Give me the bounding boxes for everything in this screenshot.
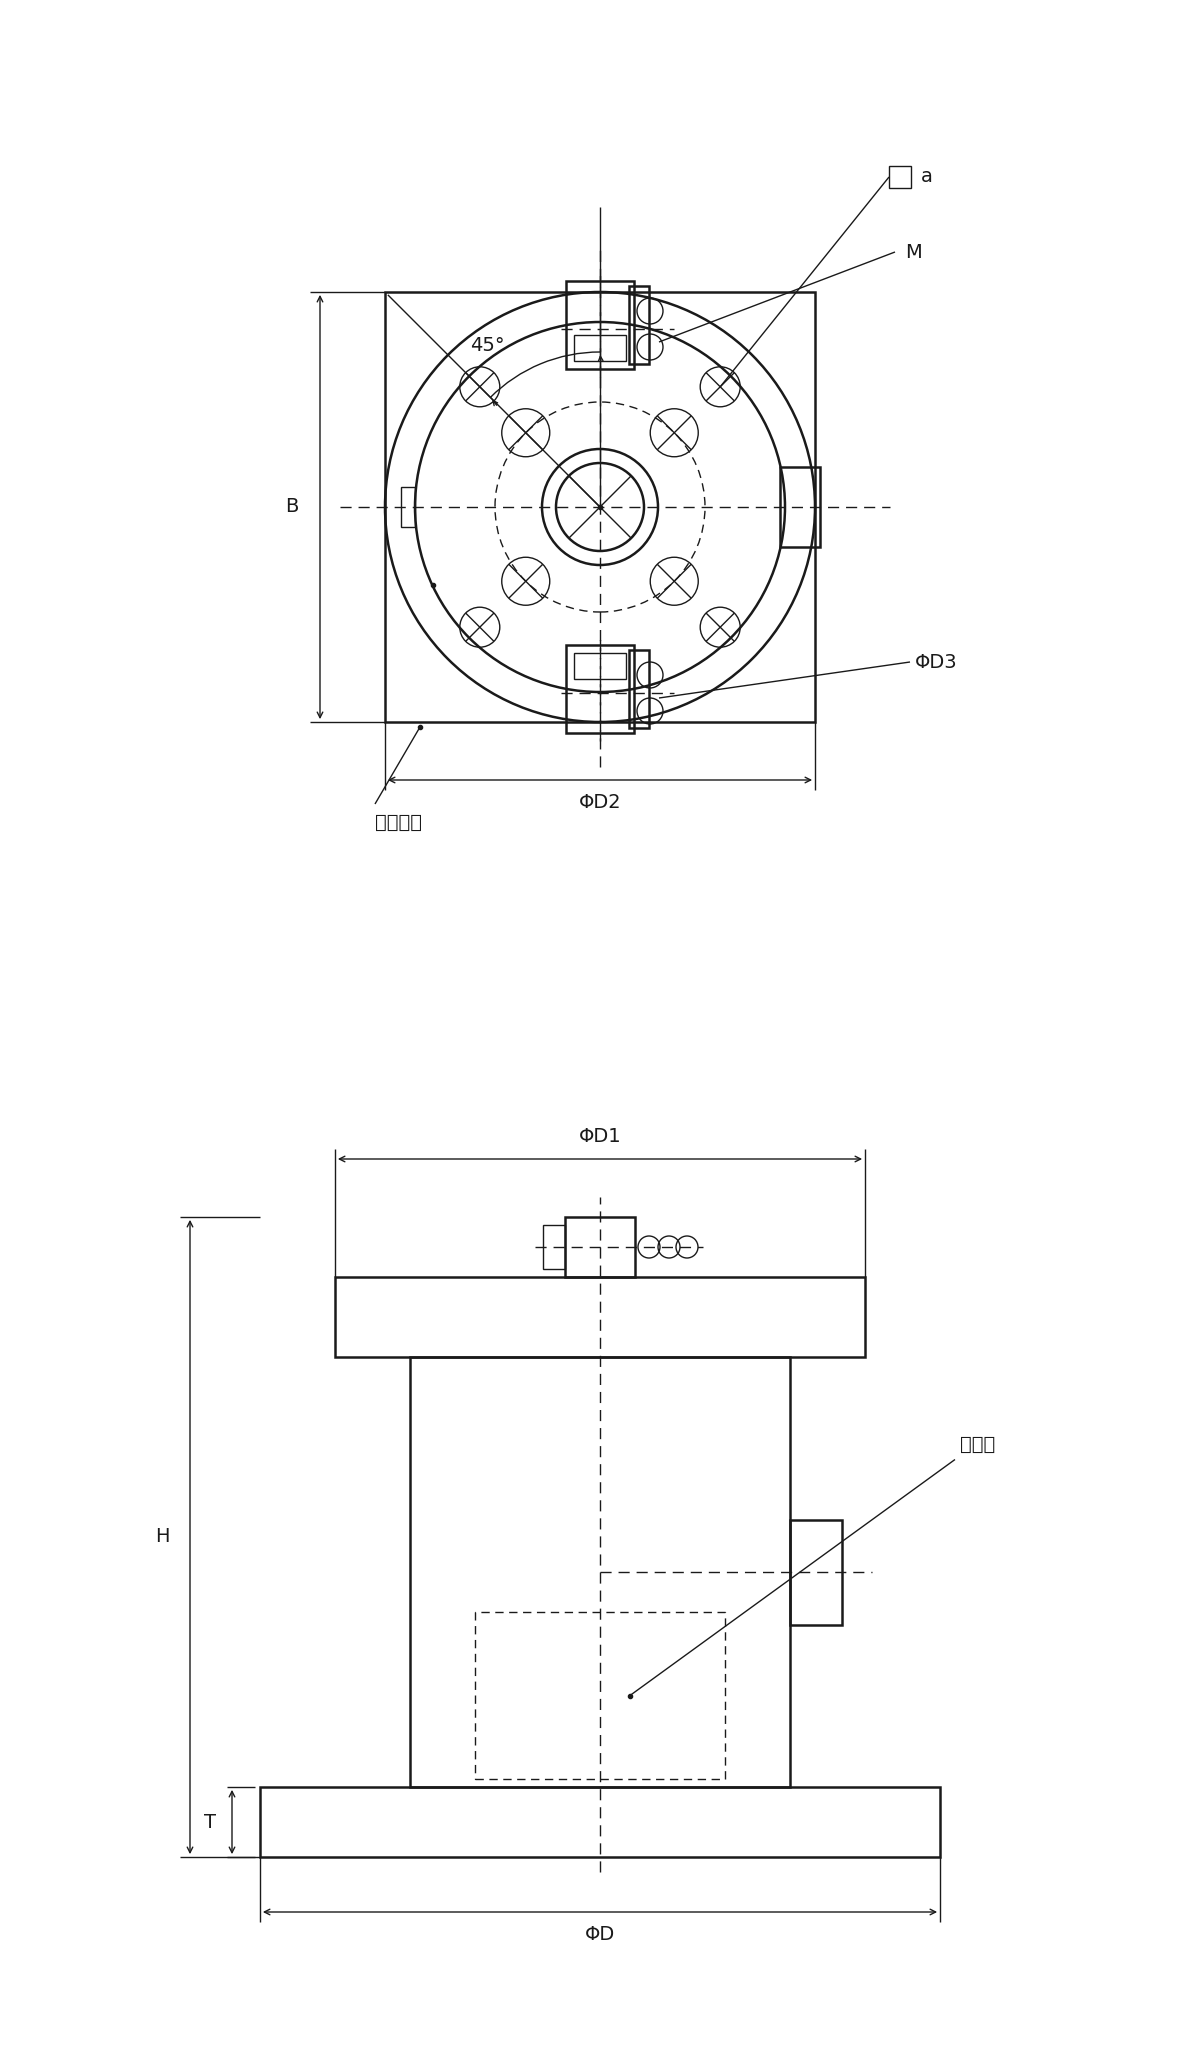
Text: a: a — [922, 167, 932, 187]
Text: 型式名: 型式名 — [960, 1436, 995, 1454]
Bar — [260, 1788, 940, 1857]
Text: T: T — [204, 1812, 216, 1831]
Text: B: B — [286, 498, 299, 516]
Bar — [566, 282, 634, 368]
Bar — [574, 335, 626, 360]
Text: 製造番号: 製造番号 — [374, 813, 422, 831]
Bar — [629, 286, 649, 364]
Bar — [385, 292, 815, 722]
Bar — [629, 650, 649, 728]
Bar — [790, 1520, 842, 1625]
Bar — [780, 467, 820, 547]
Text: ΦD1: ΦD1 — [578, 1127, 622, 1146]
Bar — [565, 1218, 635, 1277]
Text: ΦD3: ΦD3 — [916, 652, 958, 671]
Bar — [566, 646, 634, 732]
Text: H: H — [155, 1528, 169, 1547]
Text: ΦD: ΦD — [584, 1925, 616, 1944]
Bar — [889, 167, 911, 187]
Bar — [574, 652, 626, 679]
Bar — [335, 1277, 865, 1358]
Text: 45°: 45° — [469, 335, 504, 354]
Bar — [475, 1613, 725, 1779]
Bar — [542, 1226, 565, 1269]
Bar — [410, 1358, 790, 1788]
Text: ΦD2: ΦD2 — [578, 792, 622, 813]
Text: M: M — [905, 243, 922, 261]
Bar — [401, 488, 415, 527]
